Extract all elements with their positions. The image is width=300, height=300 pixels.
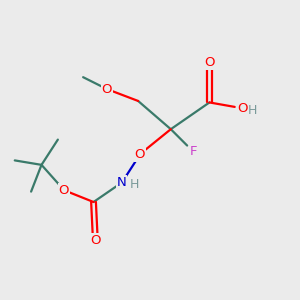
Text: O: O [134, 148, 145, 161]
Text: O: O [90, 234, 100, 247]
Text: N: N [117, 176, 127, 189]
Text: O: O [204, 56, 215, 69]
Text: F: F [190, 145, 198, 158]
Text: H: H [248, 104, 257, 117]
Text: O: O [237, 102, 247, 115]
Text: H: H [130, 178, 139, 191]
Text: O: O [58, 184, 69, 196]
Text: O: O [102, 82, 112, 96]
